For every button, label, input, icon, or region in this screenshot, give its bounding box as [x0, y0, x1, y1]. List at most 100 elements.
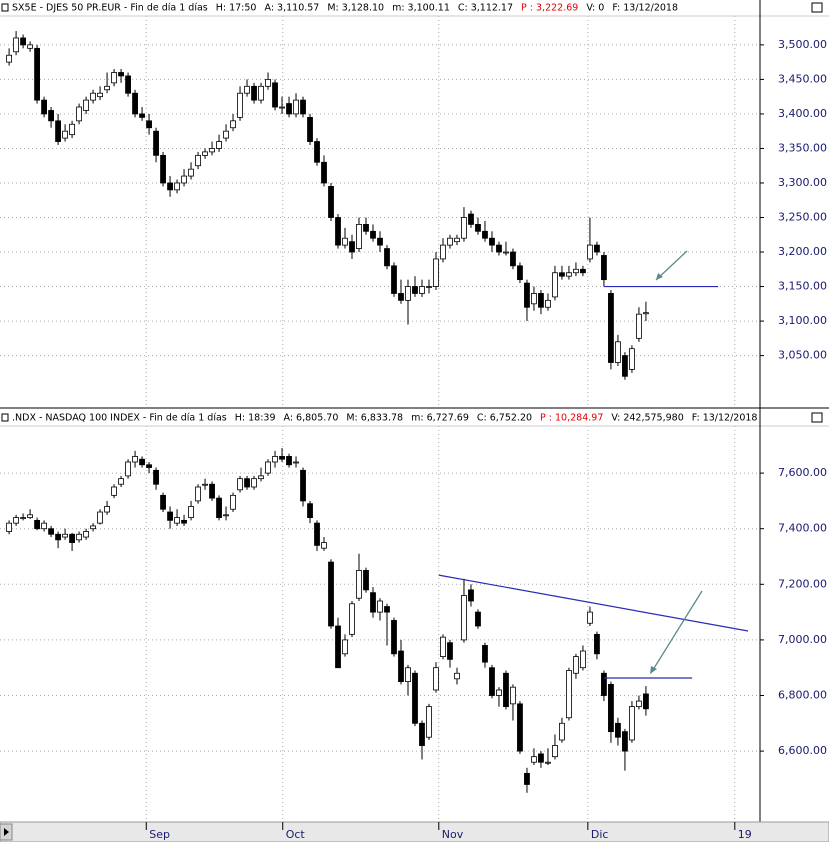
candle-body: [230, 120, 236, 129]
candle-body: [209, 483, 215, 499]
candle-body: [83, 531, 89, 538]
candle-body: [251, 85, 257, 101]
candle-body: [335, 625, 341, 669]
header-item: H: 18:39: [235, 413, 276, 424]
candle-body: [167, 511, 173, 521]
candle-body: [279, 106, 285, 109]
candle-body: [608, 293, 614, 363]
candle-body: [342, 639, 348, 655]
candle-body: [69, 533, 75, 544]
close-button[interactable]: [811, 2, 823, 13]
candle-body: [76, 533, 82, 541]
candle-body: [643, 312, 649, 315]
candle-body: [356, 224, 362, 249]
candle-body: [307, 503, 313, 518]
candle-body: [48, 110, 54, 122]
candle-body: [629, 348, 635, 370]
candle-body: [538, 753, 544, 763]
candle-body: [83, 99, 89, 111]
candle-body: [524, 282, 530, 308]
scroll-arrow: [4, 828, 9, 836]
candle-body: [146, 120, 152, 129]
candle-body: [279, 456, 285, 460]
candle-body: [13, 37, 19, 53]
candle-body: [55, 533, 61, 541]
header-item: V: 0: [586, 3, 604, 14]
candle-body: [286, 456, 292, 466]
candle-body: [461, 217, 467, 239]
candle-body: [454, 237, 460, 243]
candle-body: [398, 293, 404, 301]
candle-body: [97, 92, 103, 98]
candle-body: [223, 514, 229, 517]
time-axis: Sep Oct Nov Dic 19: [145, 822, 752, 841]
candle-body: [566, 670, 572, 719]
candle-body: [41, 522, 47, 530]
candle-body: [139, 113, 145, 118]
y-tick-label: 7,400.00: [778, 522, 827, 535]
candle-body: [132, 92, 138, 115]
header-item: P : 10,284.97: [540, 413, 603, 424]
candle-body: [580, 650, 586, 669]
candle-body: [125, 461, 131, 477]
x-tick-label: Nov: [442, 828, 464, 841]
header-item: A: 6,805.70: [284, 413, 339, 424]
header-item: M: 6,833.78: [346, 413, 403, 424]
candle-body: [531, 756, 537, 763]
candle-body: [139, 458, 145, 466]
candle-body: [342, 237, 348, 246]
candle-body: [118, 72, 124, 77]
candle-body: [482, 230, 488, 239]
candle-body: [377, 237, 383, 246]
candle-body: [405, 667, 411, 683]
header-item: C: 6,752.20: [477, 413, 532, 424]
y-tick-label: 3,500.00: [778, 38, 827, 51]
candle-body: [202, 483, 208, 486]
candle-body: [489, 237, 495, 246]
candle-body: [608, 683, 614, 733]
drawn-line: [438, 574, 749, 632]
candle-body: [174, 182, 180, 191]
candle-body: [377, 600, 383, 613]
candle-body: [167, 182, 173, 191]
candle-body: [90, 92, 96, 101]
candle-body: [356, 570, 362, 599]
candle-body: [160, 154, 166, 184]
candle-body: [111, 72, 117, 84]
header-item: .NDX - NASDAQ 100 INDEX - Fin de día 1 d…: [12, 413, 227, 424]
candle-body: [468, 213, 474, 225]
candle-body: [195, 154, 201, 167]
candle-body: [503, 251, 509, 254]
candle-body: [293, 461, 299, 464]
candle-body: [517, 265, 523, 281]
candle-body: [27, 44, 33, 49]
candle-body: [573, 268, 579, 274]
candle-body: [223, 130, 229, 139]
arrow-head: [650, 666, 657, 674]
candle-body: [195, 486, 201, 502]
candle-body: [538, 293, 544, 308]
candle-body: [594, 633, 600, 655]
candle-body: [272, 456, 278, 463]
candle-body: [363, 224, 369, 232]
candle-body: [328, 561, 334, 627]
y-tick-label: 7,000.00: [778, 633, 827, 646]
candle-body: [34, 519, 40, 530]
x-tick-label: Sep: [149, 828, 170, 841]
candle-body: [111, 486, 117, 496]
candle-body: [244, 85, 250, 94]
x-tick-label: 19: [738, 828, 752, 841]
y-tick-label: 3,100.00: [778, 314, 827, 327]
candle-body: [244, 478, 250, 488]
candle-body: [412, 672, 418, 724]
candle-body: [20, 517, 26, 519]
panel-sx5e: 3,050.00 3,100.00 3,150.00 3,200.00 3,250.00…: [0, 0, 829, 406]
candle-body: [216, 141, 222, 149]
panel-marker: [1, 3, 9, 12]
candle-body: [97, 511, 103, 524]
candle-body: [524, 772, 530, 785]
candle-body: [258, 85, 264, 101]
header-bar: [0, 410, 829, 426]
close-button[interactable]: [811, 412, 823, 423]
